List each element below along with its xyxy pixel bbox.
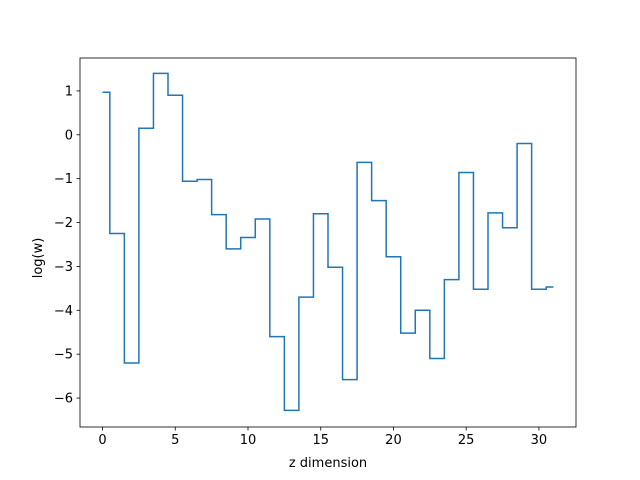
plot-area bbox=[79, 57, 577, 428]
x-tick-label: 20 bbox=[385, 433, 402, 448]
y-tick-label: −4 bbox=[54, 304, 73, 319]
x-tick-label: 5 bbox=[171, 433, 179, 448]
x-axis: 0 5 10 15 20 25 30 bbox=[98, 427, 547, 448]
y-tick-label: 0 bbox=[65, 128, 73, 143]
y-tick-label: −5 bbox=[54, 348, 73, 363]
plot-frame bbox=[79, 57, 577, 428]
y-tick-label: 1 bbox=[65, 84, 73, 99]
series-line bbox=[102, 72, 554, 412]
x-tick-label: 30 bbox=[531, 433, 548, 448]
y-tick-label: −1 bbox=[54, 172, 73, 187]
y-axis-label: log(w) bbox=[31, 238, 46, 279]
y-tick-label: −2 bbox=[54, 216, 73, 231]
x-axis-label: z dimension bbox=[289, 456, 367, 471]
y-tick-label: −3 bbox=[54, 260, 73, 275]
x-tick-label: 10 bbox=[240, 433, 257, 448]
y-tick-label: −6 bbox=[54, 392, 73, 407]
x-tick-label: 15 bbox=[312, 433, 329, 448]
x-tick-label: 25 bbox=[458, 433, 475, 448]
y-axis: 1 0 −1 −2 −3 −4 −5 −6 bbox=[54, 84, 80, 407]
x-tick-label: 0 bbox=[98, 433, 106, 448]
